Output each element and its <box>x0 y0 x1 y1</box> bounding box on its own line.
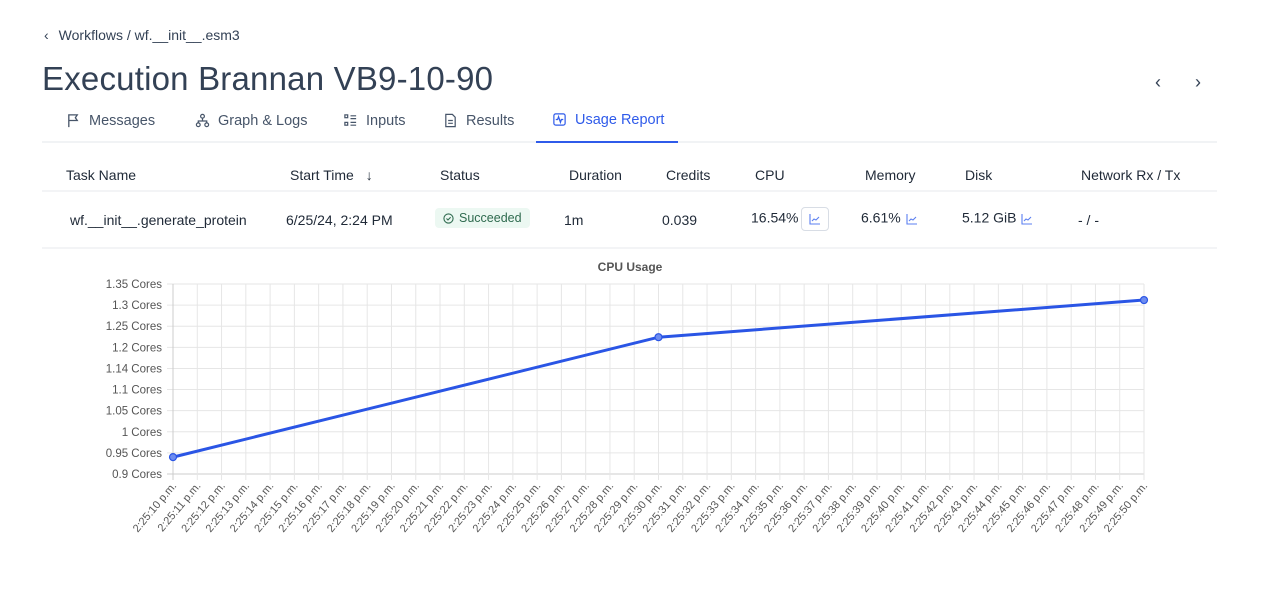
divider <box>42 190 1217 192</box>
status-text: Succeeded <box>459 211 522 225</box>
start-time: 6/25/24, 2:24 PM <box>286 212 393 228</box>
activity-icon <box>553 113 566 126</box>
line-chart-icon <box>809 214 821 225</box>
y-tick-label: 1.1 Cores <box>112 385 162 397</box>
document-icon <box>445 113 456 128</box>
tab-label: Inputs <box>366 112 406 129</box>
col-label: Start Time <box>290 167 354 183</box>
y-tick-label: 0.95 Cores <box>106 448 163 460</box>
col-status[interactable]: Status <box>440 167 480 183</box>
y-tick-label: 1.2 Cores <box>112 342 162 354</box>
network: - / - <box>1078 212 1099 228</box>
cpu-chart-button[interactable] <box>801 207 830 231</box>
data-point <box>654 333 663 342</box>
memory-value: 6.61% <box>861 209 901 226</box>
divider <box>42 247 1217 249</box>
col-task-name[interactable]: Task Name <box>66 167 137 183</box>
memory-chart-button[interactable] <box>901 207 923 231</box>
y-tick-label: 1.3 Cores <box>112 300 162 312</box>
tab-label: Results <box>466 112 515 129</box>
cpu-cell: 16.54% <box>751 207 830 231</box>
tab-graph-logs[interactable]: Graph & Logs <box>195 108 307 143</box>
tab-bar: Messages Graph & Logs Inputs Results Usa… <box>42 108 1217 143</box>
col-credits[interactable]: Credits <box>666 167 711 183</box>
chevron-left-icon: ‹ <box>44 27 49 43</box>
list-icon <box>344 114 357 126</box>
tab-label: Usage Report <box>575 111 665 128</box>
y-tick-label: 1.14 Cores <box>106 363 163 375</box>
breadcrumb[interactable]: ‹ Workflows / wf.__init__.esm3 <box>44 27 240 43</box>
line-chart-icon <box>906 214 917 225</box>
prev-execution-button[interactable]: ‹ <box>1155 72 1161 92</box>
tab-messages[interactable]: Messages <box>66 108 155 143</box>
tab-usage-report[interactable]: Usage Report <box>536 108 679 143</box>
y-tick-label: 1.35 Cores <box>106 279 163 291</box>
disk-cell: 5.12 GiB <box>962 207 1038 231</box>
status-badge: Succeeded <box>435 208 530 228</box>
flag-icon <box>68 114 79 128</box>
col-duration[interactable]: Duration <box>569 167 622 183</box>
data-point <box>1139 295 1149 305</box>
hierarchy-icon <box>195 113 210 128</box>
y-tick-label: 1 Cores <box>122 427 163 439</box>
chart-title: CPU Usage <box>598 260 663 274</box>
page-title: Execution Brannan VB9-10-90 <box>42 60 494 97</box>
cpu-usage-chart: CPU Usage 1.35 Cores 1.3 Cores 1.25 Cores 1… <box>106 260 1151 535</box>
tab-inputs[interactable]: Inputs <box>343 108 406 143</box>
check-circle-icon <box>443 212 454 224</box>
task-name[interactable]: wf.__init__.generate_protein <box>70 212 247 228</box>
credits: 0.039 <box>662 212 698 228</box>
next-execution-button[interactable]: › <box>1195 72 1201 92</box>
disk-chart-button[interactable] <box>1016 207 1038 231</box>
col-disk[interactable]: Disk <box>965 167 993 183</box>
col-start-time[interactable]: Start Time ↓ <box>290 167 373 183</box>
y-tick-label: 0.9 Cores <box>112 469 162 481</box>
tab-label: Graph & Logs <box>218 112 308 129</box>
col-memory[interactable]: Memory <box>865 167 916 183</box>
line-chart-icon <box>1021 214 1033 225</box>
tab-label: Messages <box>89 112 156 129</box>
cpu-value: 16.54% <box>751 209 799 226</box>
col-network[interactable]: Network Rx / Tx <box>1081 167 1181 183</box>
col-cpu[interactable]: CPU <box>755 167 785 183</box>
memory-cell: 6.61% <box>861 207 923 231</box>
breadcrumb-text[interactable]: Workflows / wf.__init__.esm3 <box>58 27 240 43</box>
y-tick-label: 1.25 Cores <box>106 321 163 333</box>
data-point <box>168 453 178 462</box>
tab-results[interactable]: Results <box>443 108 514 143</box>
sort-down-icon: ↓ <box>365 167 373 183</box>
y-tick-label: 1.05 Cores <box>106 406 163 418</box>
duration: 1m <box>564 212 584 228</box>
disk-value: 5.12 GiB <box>962 209 1017 226</box>
